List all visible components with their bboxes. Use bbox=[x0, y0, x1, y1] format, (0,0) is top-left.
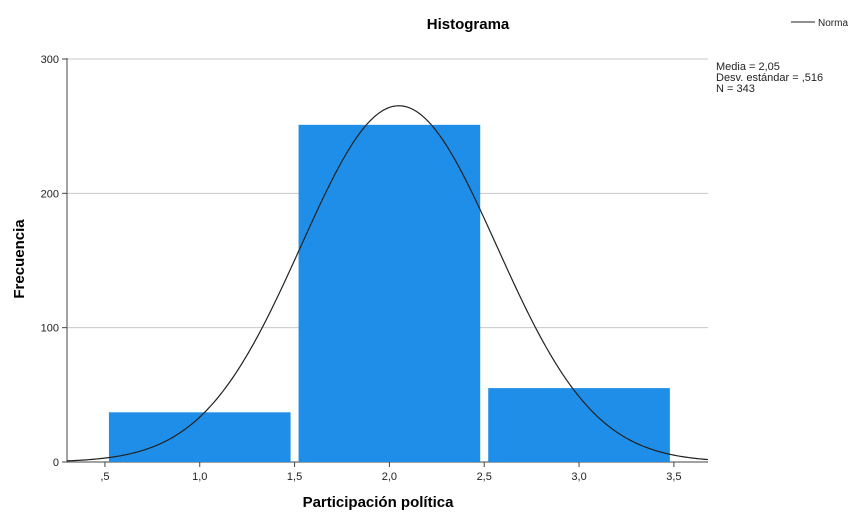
x-tick-label-6: 3,5 bbox=[666, 471, 681, 483]
y-tick-label-300: 300 bbox=[41, 54, 59, 66]
x-axis-title: Participación política bbox=[303, 494, 455, 511]
stat-sd: Desv. estándar = ,516 bbox=[716, 72, 823, 84]
x-tick-label-2: 1,5 bbox=[287, 471, 302, 483]
x-tick-label-4: 2,5 bbox=[477, 471, 492, 483]
x-tick-label-5: 3,0 bbox=[571, 471, 586, 483]
x-tick-label-1: 1,0 bbox=[192, 471, 207, 483]
chart-title: Histograma bbox=[427, 16, 510, 33]
y-tick-label-100: 100 bbox=[41, 323, 59, 335]
stat-mean: Media = 2,05 bbox=[716, 61, 780, 73]
stat-n: N = 343 bbox=[716, 83, 755, 95]
histogram-bar-2 bbox=[298, 124, 481, 462]
legend-label-normal: Normal bbox=[818, 18, 848, 29]
stats-box: Media = 2,05 Desv. estándar = ,516 N = 3… bbox=[716, 61, 823, 95]
legend: Normal bbox=[791, 18, 848, 29]
histogram-bar-1 bbox=[108, 412, 291, 462]
histogram-bar-3 bbox=[488, 388, 670, 462]
y-axis-title: Frecuencia bbox=[11, 219, 28, 299]
x-tick-label-0: ,5 bbox=[100, 471, 109, 483]
y-tick-label-200: 200 bbox=[41, 188, 59, 200]
normal-curve bbox=[66, 105, 709, 462]
x-tick-label-3: 2,0 bbox=[382, 471, 397, 483]
y-tick-label-0: 0 bbox=[53, 457, 59, 469]
